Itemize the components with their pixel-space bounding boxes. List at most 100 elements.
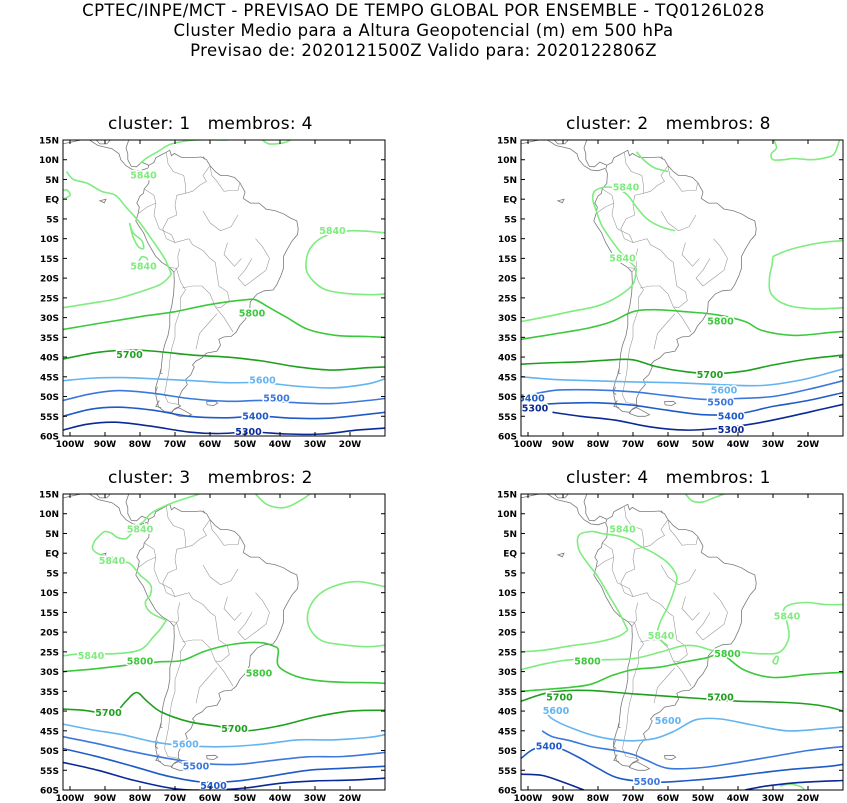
contour-label: 5840 — [99, 556, 126, 567]
coastline-galapagos — [98, 198, 107, 204]
contour-line-5500 — [541, 730, 843, 770]
country-border — [166, 506, 186, 548]
contour-line-5840 — [684, 494, 725, 504]
contour-label: 5800 — [574, 657, 601, 668]
country-border — [695, 592, 728, 641]
x-tick-label: 90W — [94, 794, 117, 803]
y-tick-label: 30S — [498, 668, 517, 678]
coastline-chile-island — [612, 740, 617, 749]
contour-line-5840 — [63, 188, 71, 200]
country-border — [631, 248, 639, 273]
y-tick-label: 10S — [40, 589, 59, 599]
contour-line-5800 — [521, 652, 843, 693]
country-border — [631, 602, 639, 627]
y-tick-label: 5N — [45, 530, 59, 540]
x-tick-label: 40W — [269, 794, 292, 803]
x-tick-label: 20W — [339, 794, 362, 803]
x-tick-label: 30W — [304, 440, 327, 450]
x-tick-label: 20W — [797, 794, 820, 803]
contour-line-5600 — [544, 710, 843, 742]
country-border — [166, 152, 186, 194]
country-border — [596, 542, 615, 568]
y-tick-label: 40S — [40, 708, 59, 718]
x-tick-label: 30W — [762, 440, 785, 450]
contour-label: 5840 — [130, 171, 157, 182]
coastline-chile-island — [617, 368, 621, 374]
y-tick-label: 25S — [498, 648, 517, 658]
contour-line-5700 — [521, 689, 843, 712]
country-border — [223, 242, 242, 267]
map-panel-1: 5840 5840 5840 5800 5700 5600 5500 5400 5300 15N 1… — [39, 137, 386, 450]
y-tick-label: 60S — [498, 787, 517, 797]
map-frame — [520, 139, 844, 437]
y-tick-label: 10S — [498, 589, 517, 599]
contour-label: 5840 — [613, 182, 640, 193]
country-border — [632, 592, 678, 641]
coastline-tierra-del-fuego — [170, 761, 193, 771]
coastline-chile-island — [617, 722, 621, 728]
contour-label: 5600 — [711, 386, 738, 397]
coastline-galapagos — [556, 198, 565, 204]
coastline-caribbean-island — [661, 156, 664, 160]
contour-line-5500 — [63, 389, 385, 405]
panel-4-title: cluster: 4 membros: 1 — [566, 468, 771, 488]
coastline-central-america — [95, 494, 149, 522]
y-tick-label: 20S — [498, 275, 517, 285]
map-panel-2: 5840584058005700560055005400530054005300… — [497, 137, 844, 450]
y-tick-label: 5S — [504, 569, 517, 579]
y-tick-label: 35S — [498, 688, 517, 698]
contour-label: 5800 — [239, 309, 266, 320]
contour-line-5840 — [254, 494, 311, 509]
contour-label: 5800 — [707, 317, 734, 328]
contour-line-5840 — [521, 644, 721, 671]
contour-label: 5840 — [609, 525, 636, 536]
contour-line-5600 — [63, 376, 385, 389]
country-border — [195, 313, 218, 350]
country-border — [202, 210, 239, 232]
contour-line-5840 — [306, 580, 385, 648]
coastline-tierra-del-fuego — [628, 761, 651, 771]
y-tick-label: 10N — [39, 510, 59, 520]
country-border — [174, 238, 220, 287]
coastline-central-america — [553, 494, 607, 522]
country-border — [653, 313, 676, 350]
contour-line-5840 — [138, 255, 150, 270]
y-tick-label: 25S — [498, 294, 517, 304]
coastline-falklands — [206, 400, 219, 407]
contour-line-5840 — [720, 601, 843, 655]
coastline-chile-island — [155, 400, 162, 408]
y-tick-label: EQ — [45, 550, 59, 560]
y-tick-label: 55S — [40, 413, 59, 423]
country-border — [185, 165, 211, 194]
x-tick-label: 20W — [797, 440, 820, 450]
contour-line-5840 — [262, 140, 291, 145]
contour-label: 5400 — [536, 742, 563, 753]
x-tick-label: 50W — [234, 794, 257, 803]
country-border — [215, 660, 234, 687]
coastline-caribbean-island — [203, 156, 206, 160]
contour-label: 5800 — [714, 649, 741, 660]
contour-line-5840 — [618, 188, 676, 232]
country-border — [138, 542, 157, 568]
y-tick-label: 10S — [40, 235, 59, 245]
contour-label: 5840 — [78, 651, 105, 662]
y-tick-label: 40S — [498, 708, 517, 718]
country-border — [181, 285, 230, 309]
contour-label: 5600 — [655, 716, 682, 727]
y-tick-label: 5S — [46, 569, 59, 579]
contour-line-5800 — [63, 641, 385, 685]
x-tick-label: 40W — [727, 440, 750, 450]
country-border — [667, 519, 699, 546]
country-border — [632, 238, 678, 287]
x-tick-label: 100W — [514, 440, 543, 450]
y-tick-label: 45S — [40, 727, 59, 737]
contour-label: 5400 — [200, 781, 227, 792]
contour-label: 5840 — [130, 261, 157, 272]
x-tick-label: 70W — [164, 440, 187, 450]
x-tick-label: 70W — [164, 794, 187, 803]
country-border — [624, 152, 644, 194]
coastline-chile-island — [159, 368, 163, 374]
map-panel-3: 5840 5840 5840 5800 5800 5700 5700 5600 5500 5400… — [39, 491, 386, 803]
country-border — [681, 242, 700, 267]
coastline-chile-island — [159, 722, 163, 728]
